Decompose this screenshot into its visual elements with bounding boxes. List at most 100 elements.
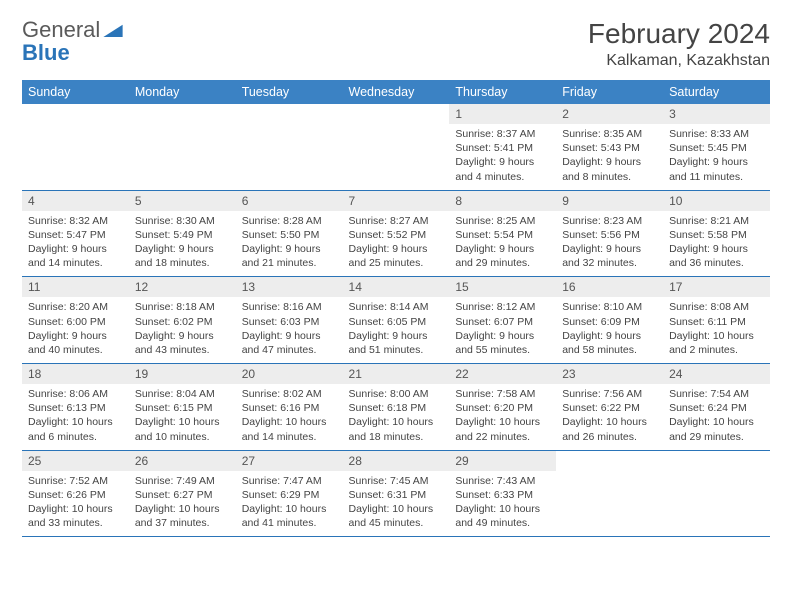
day-details: Sunrise: 7:52 AMSunset: 6:26 PMDaylight:…	[22, 471, 129, 537]
day-number: 25	[22, 451, 129, 471]
calendar-day-cell: 29Sunrise: 7:43 AMSunset: 6:33 PMDayligh…	[449, 450, 556, 537]
day-details: Sunrise: 7:56 AMSunset: 6:22 PMDaylight:…	[556, 384, 663, 450]
calendar-day-cell: 9Sunrise: 8:23 AMSunset: 5:56 PMDaylight…	[556, 190, 663, 277]
sunset-text: Sunset: 6:00 PM	[28, 315, 123, 329]
day-details: Sunrise: 8:21 AMSunset: 5:58 PMDaylight:…	[663, 211, 770, 277]
calendar-day-cell	[343, 104, 450, 190]
day-number: 5	[129, 191, 236, 211]
weekday-header: Monday	[129, 80, 236, 104]
sunset-text: Sunset: 6:03 PM	[242, 315, 337, 329]
sunrise-text: Sunrise: 7:49 AM	[135, 474, 230, 488]
daylight-text: Daylight: 9 hours and 36 minutes.	[669, 242, 764, 270]
calendar-day-cell: 27Sunrise: 7:47 AMSunset: 6:29 PMDayligh…	[236, 450, 343, 537]
sunset-text: Sunset: 5:54 PM	[455, 228, 550, 242]
day-details: Sunrise: 7:47 AMSunset: 6:29 PMDaylight:…	[236, 471, 343, 537]
day-number: 15	[449, 277, 556, 297]
daylight-text: Daylight: 10 hours and 14 minutes.	[242, 415, 337, 443]
sunrise-text: Sunrise: 8:23 AM	[562, 214, 657, 228]
daylight-text: Daylight: 9 hours and 25 minutes.	[349, 242, 444, 270]
sunrise-text: Sunrise: 8:28 AM	[242, 214, 337, 228]
sunrise-text: Sunrise: 8:20 AM	[28, 300, 123, 314]
sunset-text: Sunset: 5:43 PM	[562, 141, 657, 155]
sunset-text: Sunset: 6:26 PM	[28, 488, 123, 502]
daylight-text: Daylight: 10 hours and 22 minutes.	[455, 415, 550, 443]
day-number: 29	[449, 451, 556, 471]
daylight-text: Daylight: 9 hours and 40 minutes.	[28, 329, 123, 357]
calendar-day-cell	[129, 104, 236, 190]
daylight-text: Daylight: 9 hours and 21 minutes.	[242, 242, 337, 270]
sunset-text: Sunset: 5:49 PM	[135, 228, 230, 242]
sunrise-text: Sunrise: 8:04 AM	[135, 387, 230, 401]
day-number: 28	[343, 451, 450, 471]
weekday-header: Sunday	[22, 80, 129, 104]
day-number: 3	[663, 104, 770, 124]
calendar-day-cell: 5Sunrise: 8:30 AMSunset: 5:49 PMDaylight…	[129, 190, 236, 277]
day-details: Sunrise: 8:18 AMSunset: 6:02 PMDaylight:…	[129, 297, 236, 363]
day-number: 26	[129, 451, 236, 471]
calendar-day-cell: 2Sunrise: 8:35 AMSunset: 5:43 PMDaylight…	[556, 104, 663, 190]
calendar-day-cell: 7Sunrise: 8:27 AMSunset: 5:52 PMDaylight…	[343, 190, 450, 277]
calendar-week-row: 4Sunrise: 8:32 AMSunset: 5:47 PMDaylight…	[22, 190, 770, 277]
sunrise-text: Sunrise: 8:00 AM	[349, 387, 444, 401]
daylight-text: Daylight: 10 hours and 10 minutes.	[135, 415, 230, 443]
sunset-text: Sunset: 5:58 PM	[669, 228, 764, 242]
calendar-day-cell: 11Sunrise: 8:20 AMSunset: 6:00 PMDayligh…	[22, 277, 129, 364]
daylight-text: Daylight: 10 hours and 18 minutes.	[349, 415, 444, 443]
day-number: 12	[129, 277, 236, 297]
location-label: Kalkaman, Kazakhstan	[588, 52, 770, 70]
sunset-text: Sunset: 5:56 PM	[562, 228, 657, 242]
sunset-text: Sunset: 5:45 PM	[669, 141, 764, 155]
daylight-text: Daylight: 10 hours and 33 minutes.	[28, 502, 123, 530]
sunset-text: Sunset: 6:27 PM	[135, 488, 230, 502]
calendar-day-cell: 21 Sunrise: 8:00 AMSunset: 6:18 PMDayligh…	[343, 364, 450, 451]
sunrise-text: Sunrise: 8:30 AM	[135, 214, 230, 228]
day-details: Sunrise: 8:10 AMSunset: 6:09 PMDaylight:…	[556, 297, 663, 363]
sunrise-text: Sunrise: 7:54 AM	[669, 387, 764, 401]
day-details: Sunrise: 7:43 AMSunset: 6:33 PMDaylight:…	[449, 471, 556, 537]
month-title: February 2024	[588, 18, 770, 50]
daylight-text: Daylight: 10 hours and 29 minutes.	[669, 415, 764, 443]
calendar-day-cell: 22Sunrise: 7:58 AMSunset: 6:20 PMDayligh…	[449, 364, 556, 451]
sunrise-text: Sunrise: 7:52 AM	[28, 474, 123, 488]
sunset-text: Sunset: 5:52 PM	[349, 228, 444, 242]
daylight-text: Daylight: 10 hours and 26 minutes.	[562, 415, 657, 443]
calendar-day-cell: 1Sunrise: 8:37 AMSunset: 5:41 PMDaylight…	[449, 104, 556, 190]
day-details: Sunrise: 8:25 AMSunset: 5:54 PMDaylight:…	[449, 211, 556, 277]
sunset-text: Sunset: 6:18 PM	[349, 401, 444, 415]
day-number: 8	[449, 191, 556, 211]
calendar-day-cell: 20Sunrise: 8:02 AMSunset: 6:16 PMDayligh…	[236, 364, 343, 451]
day-number: 6	[236, 191, 343, 211]
day-details: Sunrise: 8:23 AMSunset: 5:56 PMDaylight:…	[556, 211, 663, 277]
calendar-table: SundayMondayTuesdayWednesdayThursdayFrid…	[22, 80, 770, 537]
calendar-day-cell: 17Sunrise: 8:08 AMSunset: 6:11 PMDayligh…	[663, 277, 770, 364]
calendar-day-cell	[236, 104, 343, 190]
day-details: Sunrise: 7:58 AMSunset: 6:20 PMDaylight:…	[449, 384, 556, 450]
daylight-text: Daylight: 9 hours and 32 minutes.	[562, 242, 657, 270]
sunrise-text: Sunrise: 8:25 AM	[455, 214, 550, 228]
calendar-day-cell	[22, 104, 129, 190]
sunrise-text: Sunrise: 8:18 AM	[135, 300, 230, 314]
calendar-day-cell: 28Sunrise: 7:45 AMSunset: 6:31 PMDayligh…	[343, 450, 450, 537]
day-details: Sunrise: 8:28 AMSunset: 5:50 PMDaylight:…	[236, 211, 343, 277]
daylight-text: Daylight: 9 hours and 8 minutes.	[562, 155, 657, 183]
calendar-header-row: SundayMondayTuesdayWednesdayThursdayFrid…	[22, 80, 770, 104]
day-number: 1	[449, 104, 556, 124]
calendar-day-cell: 18Sunrise: 8:06 AMSunset: 6:13 PMDayligh…	[22, 364, 129, 451]
day-number: 21	[343, 364, 450, 384]
calendar-day-cell: 14Sunrise: 8:14 AMSunset: 6:05 PMDayligh…	[343, 277, 450, 364]
sunset-text: Sunset: 6:29 PM	[242, 488, 337, 502]
day-details: Sunrise: 8:30 AMSunset: 5:49 PMDaylight:…	[129, 211, 236, 277]
title-block: February 2024 Kalkaman, Kazakhstan	[588, 18, 770, 70]
daylight-text: Daylight: 9 hours and 55 minutes.	[455, 329, 550, 357]
calendar-week-row: 25Sunrise: 7:52 AMSunset: 6:26 PMDayligh…	[22, 450, 770, 537]
sunrise-text: Sunrise: 8:27 AM	[349, 214, 444, 228]
calendar-day-cell: 24Sunrise: 7:54 AMSunset: 6:24 PMDayligh…	[663, 364, 770, 451]
day-details: Sunrise: 8:35 AMSunset: 5:43 PMDaylight:…	[556, 124, 663, 190]
weekday-header: Friday	[556, 80, 663, 104]
day-number: 23	[556, 364, 663, 384]
weekday-header: Saturday	[663, 80, 770, 104]
day-number: 17	[663, 277, 770, 297]
day-details: Sunrise: 7:49 AMSunset: 6:27 PMDaylight:…	[129, 471, 236, 537]
daylight-text: Daylight: 9 hours and 58 minutes.	[562, 329, 657, 357]
sunrise-text: Sunrise: 8:16 AM	[242, 300, 337, 314]
